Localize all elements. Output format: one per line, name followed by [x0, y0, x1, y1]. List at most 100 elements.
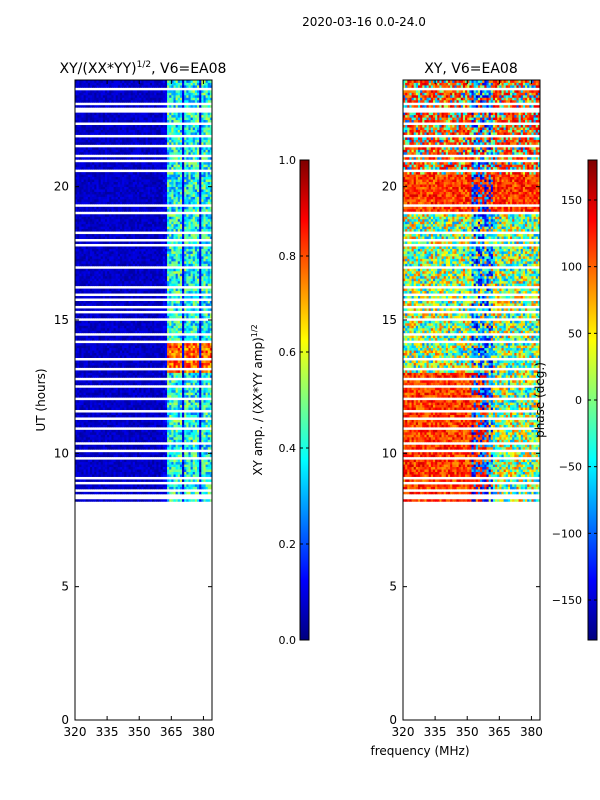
heatmap-cell — [115, 355, 119, 358]
heatmap-cell — [197, 355, 200, 358]
heatmap-cell — [122, 404, 125, 408]
heatmap-cell — [154, 483, 157, 487]
heatmap-cell — [145, 471, 149, 475]
heatmap-cell — [194, 404, 198, 408]
heatmap-cell — [94, 436, 97, 440]
heatmap-cell — [122, 312, 125, 316]
heatmap-cell — [149, 446, 153, 450]
heatmap-cell — [164, 278, 168, 282]
heatmap-cell — [190, 303, 194, 306]
heatmap-cell — [149, 434, 153, 438]
heatmap-cell — [132, 253, 136, 257]
heatmap-cell — [205, 459, 209, 463]
heatmap-cell — [115, 454, 119, 458]
heatmap-cell — [113, 382, 117, 386]
heatmap-cell — [79, 330, 82, 334]
heatmap-cell — [139, 439, 142, 443]
heatmap-cell — [179, 303, 183, 306]
heatmap-cell — [132, 483, 136, 487]
heatmap-cell — [81, 335, 84, 339]
heatmap-cell — [134, 379, 138, 383]
heatmap-cell — [75, 461, 78, 465]
heatmap-cell — [201, 382, 204, 386]
heatmap-cell — [132, 419, 136, 423]
heatmap-cell — [199, 303, 202, 306]
heatmap-cell — [89, 424, 93, 428]
heatmap-cell — [141, 362, 144, 366]
heatmap-cell — [201, 355, 204, 358]
heatmap-cell — [158, 369, 162, 373]
heatmap-cell — [143, 466, 147, 470]
heatmap-cell — [83, 389, 87, 393]
heatmap-cell — [85, 253, 89, 257]
heatmap-cell — [154, 446, 157, 450]
heatmap-cell — [81, 280, 84, 284]
heatmap-cell — [130, 345, 134, 349]
flagged-row — [75, 298, 212, 301]
heatmap-cell — [156, 263, 159, 267]
heatmap-cell — [96, 253, 99, 257]
heatmap-cell — [94, 387, 97, 391]
heatmap-cell — [201, 255, 204, 259]
heatmap-cell — [156, 278, 159, 282]
heatmap-cell — [100, 387, 104, 391]
heatmap-cell — [188, 362, 191, 366]
heatmap-cell — [152, 315, 155, 319]
heatmap-cell — [188, 479, 191, 482]
heatmap-cell — [137, 278, 140, 282]
heatmap-cell — [130, 431, 134, 435]
heatmap-cell — [107, 436, 110, 440]
heatmap-cell — [126, 483, 129, 487]
heatmap-cell — [184, 422, 187, 425]
heatmap-cell — [124, 345, 127, 349]
heatmap-cell — [186, 280, 189, 284]
heatmap-cell — [154, 389, 157, 393]
heatmap-cell — [98, 255, 102, 259]
heatmap-cell — [113, 387, 117, 391]
heatmap-cell — [203, 288, 206, 292]
heatmap-cell — [83, 434, 87, 438]
heatmap-cell — [85, 422, 89, 425]
heatmap-cell — [160, 248, 164, 252]
heatmap-cell — [115, 290, 119, 294]
heatmap-cell — [171, 459, 174, 463]
heatmap-cell — [179, 422, 183, 425]
heatmap-cell — [109, 422, 112, 425]
heatmap-cell — [130, 246, 134, 249]
heatmap-cell — [154, 350, 157, 354]
heatmap-cell — [190, 312, 194, 316]
heatmap-cell — [149, 248, 153, 252]
heatmap-cell — [188, 407, 191, 411]
heatmap-cell — [132, 486, 136, 490]
heatmap-cell — [128, 436, 132, 440]
heatmap-cell — [186, 290, 189, 294]
heatmap-cell — [199, 248, 202, 252]
heatmap-cell — [128, 454, 132, 458]
heatmap-cell — [117, 469, 121, 472]
heatmap-cell — [83, 382, 87, 386]
heatmap-cell — [100, 474, 104, 477]
heatmap-cell — [152, 459, 155, 463]
heatmap-cell — [77, 469, 80, 472]
heatmap-cell — [119, 246, 123, 249]
heatmap-cell — [143, 389, 147, 393]
heatmap-cell — [160, 355, 164, 358]
heatmap-cell — [83, 253, 87, 257]
heatmap-cell — [77, 295, 80, 299]
heatmap-cell — [182, 434, 185, 438]
heatmap-cell — [81, 275, 84, 279]
heatmap-cell — [75, 263, 78, 267]
heatmap-cell — [184, 446, 187, 450]
heatmap-cell — [160, 434, 164, 438]
heatmap-cell — [122, 365, 125, 368]
heatmap-cell — [104, 335, 108, 339]
heatmap-cell — [126, 392, 129, 396]
heatmap-cell — [85, 345, 89, 349]
heatmap-cell — [81, 270, 84, 274]
heatmap-cell — [164, 268, 168, 272]
heatmap-cell — [81, 446, 84, 450]
heatmap-cell — [197, 483, 200, 487]
heatmap-cell — [169, 352, 172, 356]
heatmap-cell — [175, 422, 179, 425]
heatmap-cell — [104, 248, 108, 252]
